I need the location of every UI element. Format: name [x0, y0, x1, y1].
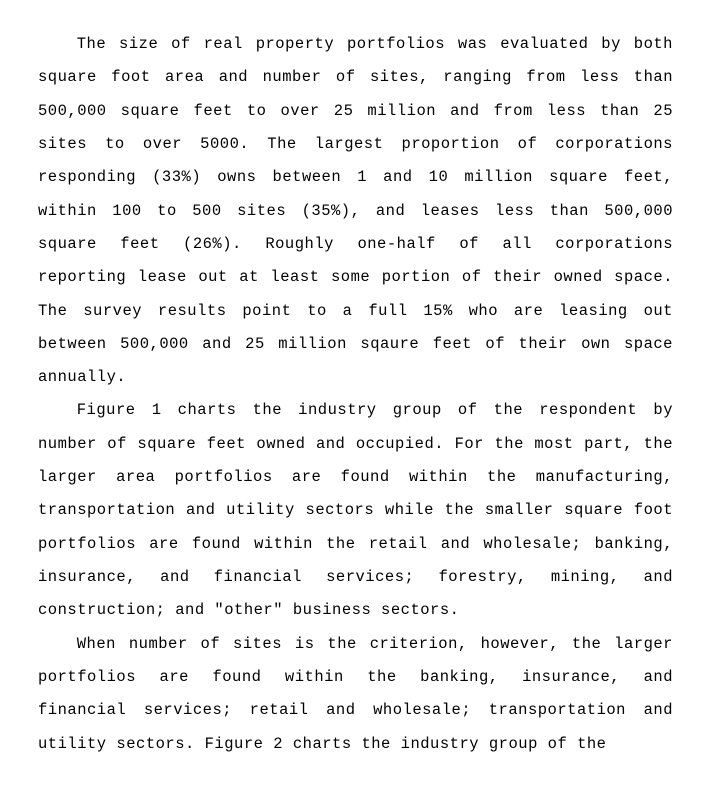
paragraph-1: The size of real property portfolios was… — [38, 28, 673, 394]
document-body: The size of real property portfolios was… — [38, 28, 673, 761]
paragraph-3: When number of sites is the criterion, h… — [38, 628, 673, 761]
paragraph-2: Figure 1 charts the industry group of th… — [38, 394, 673, 627]
paragraph-3-text: When number of sites is the criterion, h… — [38, 635, 673, 753]
paragraph-1-text: The size of real property portfolios was… — [38, 35, 673, 386]
paragraph-2-text: Figure 1 charts the industry group of th… — [38, 401, 673, 619]
